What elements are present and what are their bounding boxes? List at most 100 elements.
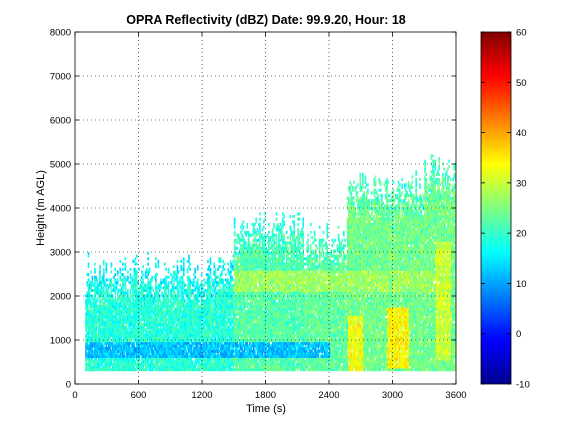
reflectivity-cell — [111, 344, 114, 348]
reflectivity-cell — [147, 323, 150, 327]
reflectivity-cell — [139, 296, 142, 300]
reflectivity-cell — [217, 307, 219, 311]
reflectivity-cell — [247, 302, 250, 306]
reflectivity-cell — [180, 296, 183, 300]
reflectivity-cell — [252, 233, 255, 237]
reflectivity-cell — [196, 347, 199, 351]
reflectivity-cell — [188, 347, 190, 351]
reflectivity-cell — [205, 291, 208, 295]
reflectivity-cell — [102, 302, 105, 306]
reflectivity-cell — [205, 273, 208, 277]
reflectivity-cell — [222, 315, 224, 319]
reflectivity-cell — [129, 354, 132, 358]
reflectivity-cell — [177, 357, 180, 361]
reflectivity-cell — [88, 318, 91, 322]
reflectivity-cell — [233, 252, 236, 256]
reflectivity-cell — [260, 299, 263, 303]
reflectivity-cell — [229, 333, 232, 337]
reflectivity-cell — [250, 254, 252, 258]
reflectivity-cell — [174, 307, 176, 311]
reflectivity-cell — [148, 299, 151, 303]
reflectivity-cell — [189, 296, 191, 300]
reflectivity-cell — [188, 286, 190, 290]
reflectivity-cell — [182, 262, 185, 266]
reflectivity-cell — [167, 344, 170, 348]
reflectivity-cell — [134, 325, 137, 329]
reflectivity-cell — [260, 323, 263, 327]
reflectivity-cell — [203, 333, 205, 337]
reflectivity-cell — [199, 339, 202, 343]
reflectivity-cell — [226, 362, 228, 366]
reflectivity-cell — [245, 360, 247, 364]
reflectivity-cell — [248, 241, 251, 245]
reflectivity-cell — [188, 275, 190, 279]
reflectivity-cell — [243, 360, 246, 364]
reflectivity-cell — [92, 360, 95, 364]
reflectivity-cell — [231, 344, 233, 348]
reflectivity-cell — [193, 362, 195, 366]
reflectivity-cell — [232, 304, 235, 308]
reflectivity-cell — [251, 265, 254, 269]
reflectivity-cell — [223, 368, 226, 372]
reflectivity-cell — [149, 331, 152, 335]
reflectivity-cell — [114, 288, 117, 292]
reflectivity-cell — [198, 318, 200, 322]
reflectivity-cell — [120, 278, 123, 282]
reflectivity-cell — [247, 307, 250, 311]
reflectivity-cell — [167, 296, 170, 300]
reflectivity-cell — [90, 310, 92, 314]
reflectivity-cell — [214, 267, 217, 271]
reflectivity-cell — [124, 257, 127, 261]
reflectivity-cell — [106, 315, 109, 319]
reflectivity-cell — [106, 354, 109, 358]
reflectivity-cell — [260, 307, 263, 311]
reflectivity-cell — [143, 302, 146, 306]
reflectivity-cell — [102, 312, 105, 316]
reflectivity-cell — [181, 278, 184, 282]
reflectivity-cell — [95, 352, 97, 356]
reflectivity-cell — [188, 288, 190, 292]
reflectivity-cell — [115, 315, 118, 319]
reflectivity-cell — [125, 278, 128, 282]
reflectivity-cell — [108, 352, 110, 356]
reflectivity-cell — [125, 357, 128, 361]
reflectivity-cell — [248, 281, 251, 285]
reflectivity-cell — [139, 333, 142, 337]
reflectivity-cell — [109, 357, 111, 361]
reflectivity-cell — [160, 320, 162, 324]
reflectivity-cell — [222, 323, 224, 327]
reflectivity-cell — [231, 349, 233, 353]
reflectivity-cell — [96, 283, 99, 287]
reflectivity-cell — [179, 328, 181, 332]
reflectivity-cell — [199, 325, 202, 329]
reflectivity-cell — [242, 257, 245, 261]
reflectivity-cell — [221, 273, 223, 277]
reflectivity-cell — [191, 360, 194, 364]
reflectivity-cell — [92, 354, 95, 358]
reflectivity-cell — [168, 362, 171, 366]
reflectivity-cell — [97, 291, 100, 295]
reflectivity-cell — [90, 365, 92, 369]
reflectivity-cell — [155, 312, 157, 316]
reflectivity-cell — [115, 323, 118, 327]
reflectivity-cell — [99, 365, 101, 369]
reflectivity-cell — [87, 299, 90, 303]
reflectivity-cell — [153, 328, 156, 332]
reflectivity-cell — [233, 233, 236, 237]
reflectivity-cell — [210, 310, 213, 314]
reflectivity-cell — [248, 354, 251, 358]
reflectivity-cell — [124, 294, 127, 298]
reflectivity-cell — [176, 273, 179, 277]
reflectivity-cell — [210, 357, 213, 361]
reflectivity-cell — [181, 325, 184, 329]
reflectivity-cell — [90, 354, 92, 358]
reflectivity-cell — [198, 307, 200, 311]
reflectivity-cell — [121, 331, 124, 335]
reflectivity-cell — [240, 262, 242, 266]
reflectivity-cell — [242, 254, 245, 258]
reflectivity-cell — [134, 360, 137, 364]
reflectivity-cell — [153, 347, 156, 351]
reflectivity-cell — [228, 294, 231, 298]
reflectivity-cell — [160, 283, 162, 287]
reflectivity-cell — [214, 323, 217, 327]
